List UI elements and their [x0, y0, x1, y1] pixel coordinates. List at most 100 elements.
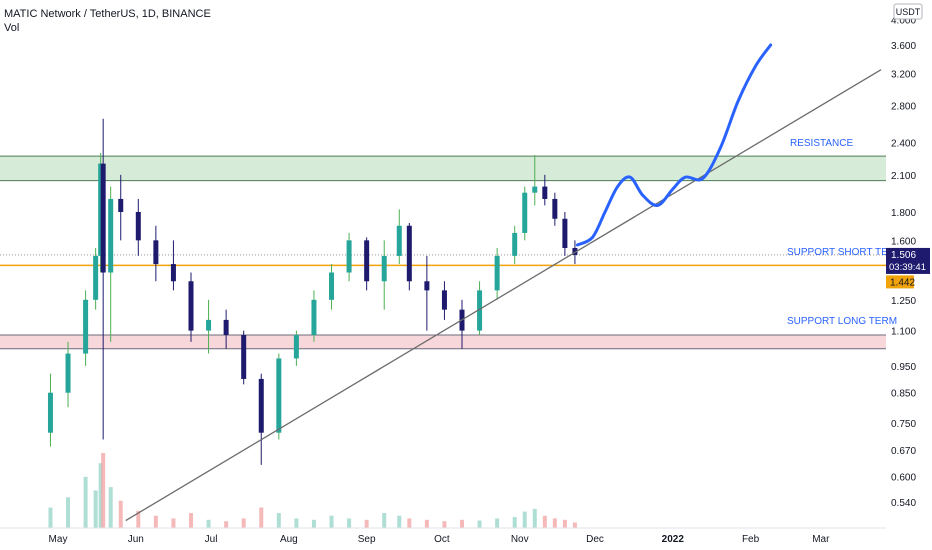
candle-body: [65, 353, 71, 393]
candle-body: [406, 225, 412, 282]
x-tick-label: 2022: [662, 534, 685, 545]
candle-body: [532, 186, 538, 193]
y-tick-label: 4.000: [891, 16, 916, 27]
y-tick-label: 1.100: [891, 327, 916, 338]
resistance-annotation[interactable]: RESISTANCE: [790, 138, 853, 149]
x-tick-label: Jun: [128, 534, 144, 545]
x-tick-label: Aug: [280, 534, 298, 545]
volume-bar: [276, 513, 281, 528]
candle-body: [100, 163, 106, 273]
volume-bar: [572, 522, 577, 528]
volume-bar: [241, 518, 246, 528]
candle-body: [552, 198, 558, 219]
y-tick-label: 2.100: [891, 171, 916, 182]
volume-bar: [532, 508, 537, 528]
currency-badge-label: USDT: [896, 7, 921, 17]
support-long-zone: [0, 335, 886, 349]
candle-body: [494, 255, 500, 291]
last-price-tag: [886, 247, 930, 274]
candle-body: [83, 299, 89, 354]
support-level-value: 1.442: [890, 277, 915, 288]
candle-body: [206, 319, 212, 331]
price-axis[interactable]: [886, 0, 932, 550]
bar-countdown: 03:39:41: [889, 262, 926, 273]
volume-bar: [512, 517, 517, 528]
y-tick-label: 0.540: [891, 498, 916, 509]
volume-bar: [108, 487, 113, 528]
volume-bar: [382, 513, 387, 528]
volume-bar: [407, 518, 412, 528]
last-price-value: 1.506: [891, 250, 916, 261]
candle-body: [98, 163, 104, 256]
candle-body: [381, 255, 387, 282]
y-tick-label: 2.800: [891, 102, 916, 113]
volume-bar: [364, 519, 369, 528]
volume-bar: [477, 520, 482, 528]
volume-bar: [153, 515, 158, 528]
volume-bar: [101, 453, 106, 528]
x-tick-label: Sep: [358, 534, 376, 545]
x-tick-label: Jul: [205, 534, 218, 545]
volume-bar: [522, 511, 527, 528]
candle-body: [170, 264, 176, 282]
currency-badge[interactable]: [893, 3, 923, 20]
y-tick-label: 0.950: [891, 362, 916, 373]
volume-bar: [542, 515, 547, 528]
volume-bar: [66, 497, 71, 528]
volume-bar: [83, 476, 88, 528]
candle-body: [329, 272, 335, 300]
candle-body: [276, 358, 282, 433]
trendline[interactable]: [125, 69, 882, 522]
y-tick-label: 2.400: [891, 139, 916, 150]
volume-bar: [424, 519, 429, 528]
candle-body: [441, 290, 447, 310]
volume-bar: [311, 519, 316, 528]
candle-body: [562, 218, 568, 248]
candle-body: [241, 335, 247, 379]
volume-bar: [171, 518, 176, 528]
candle-body: [118, 198, 124, 212]
volume-bar: [460, 519, 465, 528]
candle-body: [135, 211, 141, 241]
y-tick-label: 1.600: [891, 236, 916, 247]
y-tick-label: 0.750: [891, 419, 916, 430]
volume-bar: [347, 518, 352, 528]
y-tick-label: 0.600: [891, 473, 916, 484]
candle-body: [223, 319, 229, 336]
candle-body: [258, 378, 264, 433]
volume-bar: [224, 521, 229, 528]
candle-body: [572, 247, 578, 255]
x-tick-label: May: [49, 534, 68, 545]
support-long-annotation[interactable]: SUPPORT LONG TERM: [787, 316, 897, 327]
y-tick-label: 1.250: [891, 296, 916, 307]
candle-body: [396, 225, 402, 256]
candle-body: [477, 290, 483, 331]
candle-body: [346, 240, 352, 273]
volume-bar: [188, 513, 193, 528]
candle-body: [188, 281, 194, 331]
y-tick-label: 1.800: [891, 208, 916, 219]
support-short-annotation[interactable]: SUPPORT SHORT TERM: [787, 247, 903, 258]
candle-body: [311, 299, 317, 336]
y-tick-label: 3.600: [891, 41, 916, 52]
support-level-tag: [886, 275, 914, 289]
volume-bar: [495, 518, 500, 528]
forecast-path[interactable]: [575, 43, 773, 247]
candle-body: [153, 240, 159, 265]
volume-bar: [552, 518, 557, 528]
candle-body: [522, 192, 528, 233]
candle-body: [93, 255, 99, 300]
x-tick-label: Nov: [511, 534, 529, 545]
candle-body: [293, 335, 299, 359]
x-tick-label: Dec: [586, 534, 604, 545]
x-tick-label: Feb: [742, 534, 760, 545]
candle-body: [424, 281, 430, 291]
volume-bar: [562, 519, 567, 528]
volume-bar: [259, 507, 264, 528]
volume-indicator-label[interactable]: Vol: [4, 22, 20, 34]
x-tick-label: Mar: [812, 534, 830, 545]
candle-body: [542, 186, 548, 199]
volume-bar: [48, 507, 53, 528]
candle-body: [47, 392, 53, 433]
y-tick-label: 3.200: [891, 69, 916, 80]
